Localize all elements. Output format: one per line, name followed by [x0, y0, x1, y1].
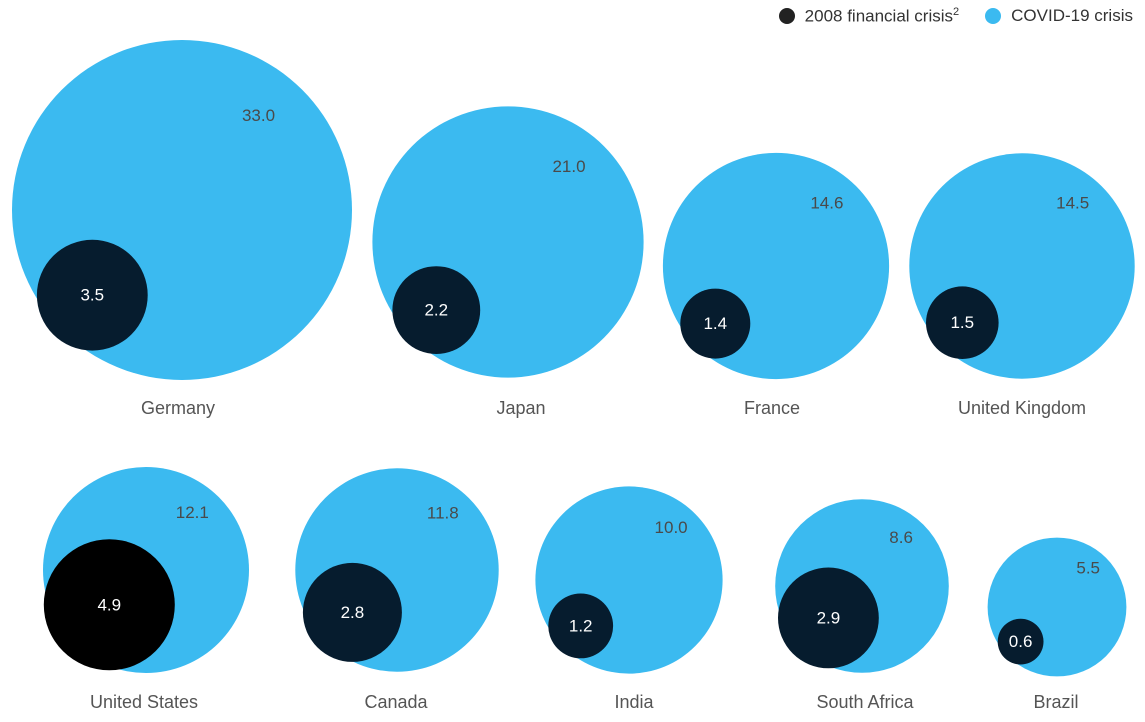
crisis2008-bubble-united-states	[43, 539, 175, 671]
country-group-india: 10.0 1.2 India	[535, 486, 723, 712]
crisis2008-value-label-france: 1.4	[703, 314, 727, 333]
crisis2008-bubble-south-africa	[778, 567, 879, 669]
covid-value-label-germany: 33.0	[242, 106, 275, 125]
legend-swatch-covid-icon	[985, 8, 1002, 25]
country-group-south-africa: 8.6 2.9 South Africa	[775, 499, 949, 712]
covid-value-label-united-kingdom: 14.5	[1056, 193, 1089, 212]
country-group-germany: 33.0 3.5 Germany	[12, 40, 352, 418]
covid-value-label-brazil: 5.5	[1076, 558, 1100, 577]
country-group-united-states: 12.1 4.9 United States	[43, 467, 249, 712]
crisis2008-bubble-india	[548, 593, 614, 659]
crisis2008-bubble-united-kingdom	[926, 286, 999, 360]
legend: 2008 financial crisis2 COVID-19 crisis	[778, 6, 1133, 27]
crisis2008-bubble-canada	[302, 562, 402, 662]
crisis2008-bubble-france	[680, 288, 751, 359]
covid-value-label-japan: 21.0	[552, 157, 585, 176]
crisis2008-value-label-south-africa: 2.9	[817, 608, 841, 627]
country-label-canada: Canada	[364, 692, 428, 712]
country-label-france: France	[744, 398, 800, 418]
crisis2008-value-label-united-kingdom: 1.5	[950, 313, 974, 332]
legend-label-2008: 2008 financial crisis2	[805, 6, 959, 27]
country-label-united-states: United States	[90, 692, 198, 712]
country-label-brazil: Brazil	[1033, 692, 1078, 712]
country-label-germany: Germany	[141, 398, 215, 418]
crisis2008-value-label-united-states: 4.9	[97, 595, 121, 614]
crisis2008-value-label-brazil: 0.6	[1009, 632, 1033, 651]
legend-item-2008: 2008 financial crisis2	[778, 6, 959, 27]
country-group-united-kingdom: 14.5 1.5 United Kingdom	[909, 153, 1135, 418]
covid-value-label-france: 14.6	[810, 193, 843, 212]
legend-swatch-2008-icon	[778, 8, 795, 25]
country-label-south-africa: South Africa	[816, 692, 914, 712]
legend-item-covid: COVID-19 crisis	[985, 6, 1133, 26]
crisis2008-bubble-germany	[36, 239, 148, 351]
country-group-canada: 11.8 2.8 Canada	[295, 468, 499, 712]
crisis2008-value-label-canada: 2.8	[341, 603, 365, 622]
country-group-france: 14.6 1.4 France	[662, 152, 890, 418]
crisis2008-bubble-brazil	[997, 618, 1044, 665]
legend-label-2008-text: 2008 financial crisis	[804, 6, 954, 26]
covid-value-label-south-africa: 8.6	[889, 528, 913, 547]
covid-value-label-india: 10.0	[655, 518, 688, 537]
covid-value-label-united-states: 12.1	[176, 503, 209, 522]
legend-footnote-marker: 2	[953, 6, 960, 18]
country-group-brazil: 5.5 0.6 Brazil	[987, 537, 1127, 712]
country-group-japan: 21.0 2.2 Japan	[372, 106, 644, 418]
country-label-japan: Japan	[496, 398, 545, 418]
crisis2008-value-label-india: 1.2	[569, 616, 593, 635]
crisis2008-value-label-germany: 3.5	[80, 286, 104, 305]
country-label-united-kingdom: United Kingdom	[958, 398, 1086, 418]
crisis2008-value-label-japan: 2.2	[424, 301, 448, 320]
crisis2008-bubble-japan	[392, 266, 481, 354]
country-label-india: India	[614, 692, 654, 712]
legend-label-covid: COVID-19 crisis	[1011, 6, 1133, 26]
covid-value-label-canada: 11.8	[427, 504, 459, 523]
